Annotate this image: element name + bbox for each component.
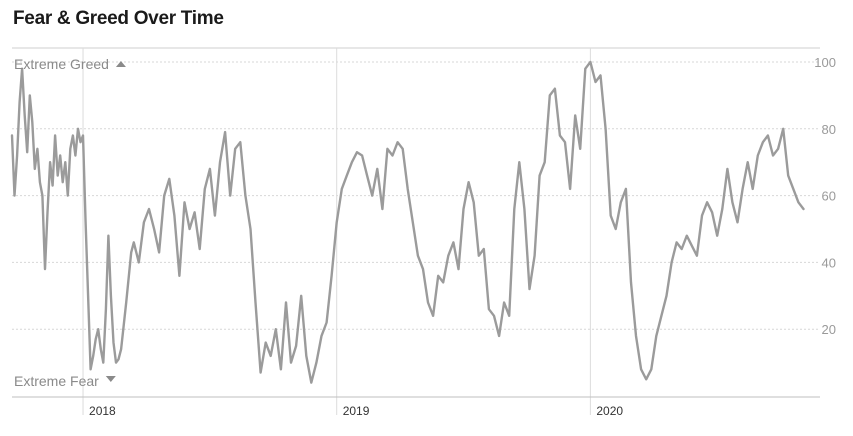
annotation-layer: Extreme Greed Extreme Fear [14, 56, 126, 389]
grid-layer [12, 47, 820, 415]
axis-layer: 20 40 60 80 100 2018 2019 2020 [89, 55, 836, 418]
x-tick-label-2020: 2020 [596, 404, 623, 418]
extreme-greed-label: Extreme Greed [14, 56, 109, 72]
triangle-up-icon [115, 61, 126, 67]
y-tick-label-80: 80 [822, 122, 836, 137]
y-tick-label-60: 60 [822, 189, 836, 204]
y-tick-label-40: 40 [822, 255, 836, 270]
x-tick-label-2018: 2018 [89, 404, 116, 418]
series-layer [10, 60, 805, 384]
x-tick-label-2019: 2019 [343, 404, 370, 418]
y-tick-label-20: 20 [822, 322, 836, 337]
triangle-down-icon [105, 376, 116, 382]
series-line-0 [10, 60, 805, 384]
chart-title: Fear & Greed Over Time [13, 8, 224, 29]
y-tick-label-100: 100 [814, 55, 836, 70]
extreme-fear-label: Extreme Fear [14, 373, 99, 389]
